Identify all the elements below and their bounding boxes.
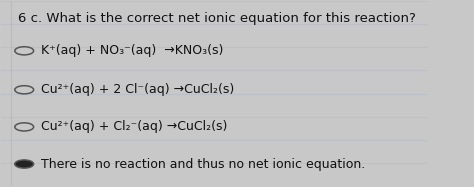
Text: Cu²⁺(aq) + 2 Cl⁻(aq) →CuCl₂(s): Cu²⁺(aq) + 2 Cl⁻(aq) →CuCl₂(s): [41, 83, 235, 96]
Circle shape: [15, 160, 34, 168]
Text: Cu²⁺(aq) + Cl₂⁻(aq) →CuCl₂(s): Cu²⁺(aq) + Cl₂⁻(aq) →CuCl₂(s): [41, 120, 228, 133]
Text: There is no reaction and thus no net ionic equation.: There is no reaction and thus no net ion…: [41, 157, 365, 171]
Text: 6 c. What is the correct net ionic equation for this reaction?: 6 c. What is the correct net ionic equat…: [18, 12, 416, 25]
Text: K⁺(aq) + NO₃⁻(aq)  →KNO₃(s): K⁺(aq) + NO₃⁻(aq) →KNO₃(s): [41, 44, 224, 57]
